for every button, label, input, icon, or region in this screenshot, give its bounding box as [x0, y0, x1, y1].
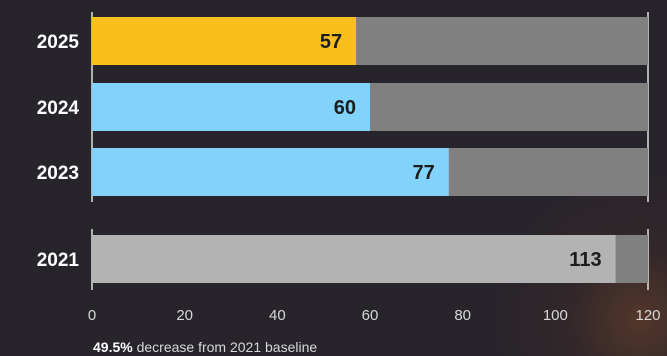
- bar-2025: [92, 17, 357, 65]
- category-label-2021: 2021: [37, 250, 80, 271]
- category-label-2024: 2024: [37, 98, 80, 119]
- x-tick-label-100: 100: [543, 307, 568, 324]
- footnote-percent: 49.5%: [93, 339, 133, 355]
- footnote-text: decrease from 2021 baseline: [132, 339, 318, 355]
- data-label-2025: 57: [320, 31, 342, 53]
- bar-2023: [92, 148, 449, 196]
- category-label-2025: 2025: [37, 32, 80, 53]
- x-tick-label-120: 120: [635, 307, 660, 324]
- x-tick-label-80: 80: [454, 307, 471, 324]
- bar-2024: [92, 83, 370, 131]
- x-tick-label-40: 40: [269, 307, 286, 324]
- x-tick-label-60: 60: [362, 307, 379, 324]
- data-label-2021: 113: [569, 249, 601, 271]
- category-label-2023: 2023: [37, 163, 79, 184]
- data-label-2024: 60: [334, 97, 356, 119]
- footnote: 49.5% decrease from 2021 baseline: [93, 339, 317, 355]
- x-tick-label-0: 0: [88, 307, 96, 324]
- x-tick-label-20: 20: [176, 307, 193, 324]
- bar-2021: [92, 235, 616, 283]
- data-label-2023: 77: [413, 162, 435, 184]
